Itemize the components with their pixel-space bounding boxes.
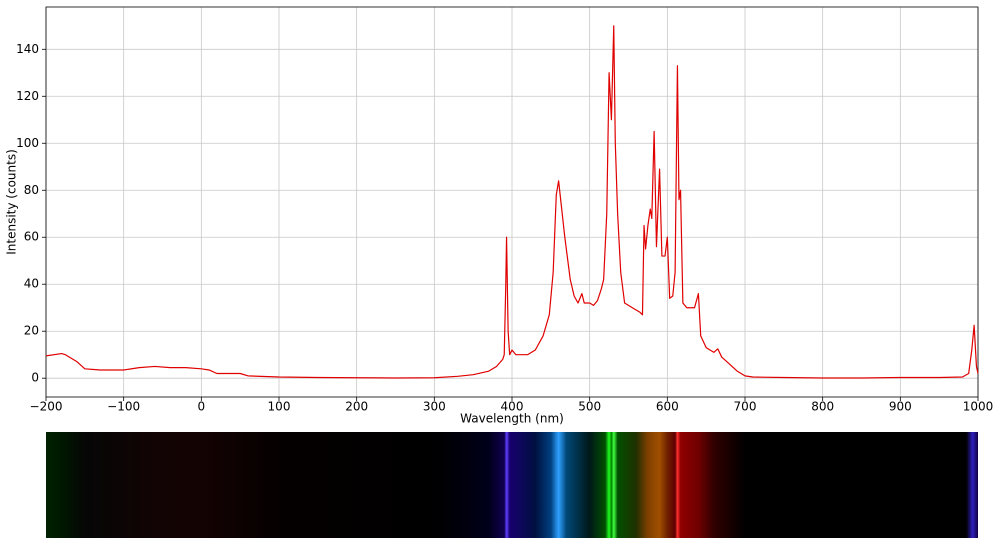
- x-tick-label: 200: [345, 400, 368, 414]
- y-tick-label: 20: [24, 324, 39, 338]
- y-axis-label: Intensity (counts): [5, 149, 19, 255]
- y-tick-label: 40: [24, 277, 39, 291]
- x-tick-label: 700: [734, 400, 757, 414]
- x-tick-label: 100: [268, 400, 291, 414]
- y-tick-label: 120: [16, 89, 39, 103]
- y-tick-label: 100: [16, 136, 39, 150]
- x-tick-label: 900: [889, 400, 912, 414]
- grid: [45, 7, 979, 397]
- y-tick-label: 140: [16, 42, 39, 56]
- y-tick-label: 0: [31, 371, 39, 385]
- x-tick-label: 0: [198, 400, 206, 414]
- x-axis-label: Wavelength (nm): [460, 412, 564, 426]
- y-tick-label: 80: [24, 183, 39, 197]
- x-tick-label: 600: [656, 400, 679, 414]
- x-tick-label: 800: [811, 400, 834, 414]
- y-tick-label: 60: [24, 230, 39, 244]
- x-tick-label: 300: [423, 400, 446, 414]
- x-tick-label: 400: [501, 400, 524, 414]
- spectrum-strip: [46, 432, 978, 538]
- x-tick-label: −200: [30, 400, 63, 414]
- x-tick-label: −100: [107, 400, 140, 414]
- x-tick-label: 1000: [963, 400, 994, 414]
- x-tick-label: 500: [578, 400, 601, 414]
- spectrum-line: [45, 25, 979, 379]
